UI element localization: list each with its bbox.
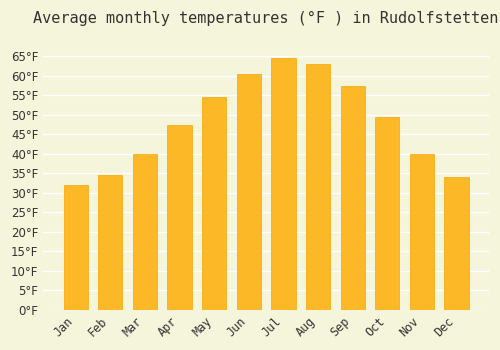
Bar bbox=[64, 185, 88, 310]
Bar bbox=[444, 177, 468, 310]
Bar bbox=[375, 117, 400, 310]
Bar bbox=[168, 125, 192, 310]
Bar bbox=[202, 97, 226, 310]
Bar bbox=[340, 86, 365, 310]
Bar bbox=[306, 64, 330, 310]
Title: Average monthly temperatures (°F ) in Rudolfstetten: Average monthly temperatures (°F ) in Ru… bbox=[34, 11, 499, 26]
Bar bbox=[133, 154, 157, 310]
Bar bbox=[272, 58, 295, 310]
Bar bbox=[410, 154, 434, 310]
Bar bbox=[236, 74, 261, 310]
Bar bbox=[98, 175, 122, 310]
